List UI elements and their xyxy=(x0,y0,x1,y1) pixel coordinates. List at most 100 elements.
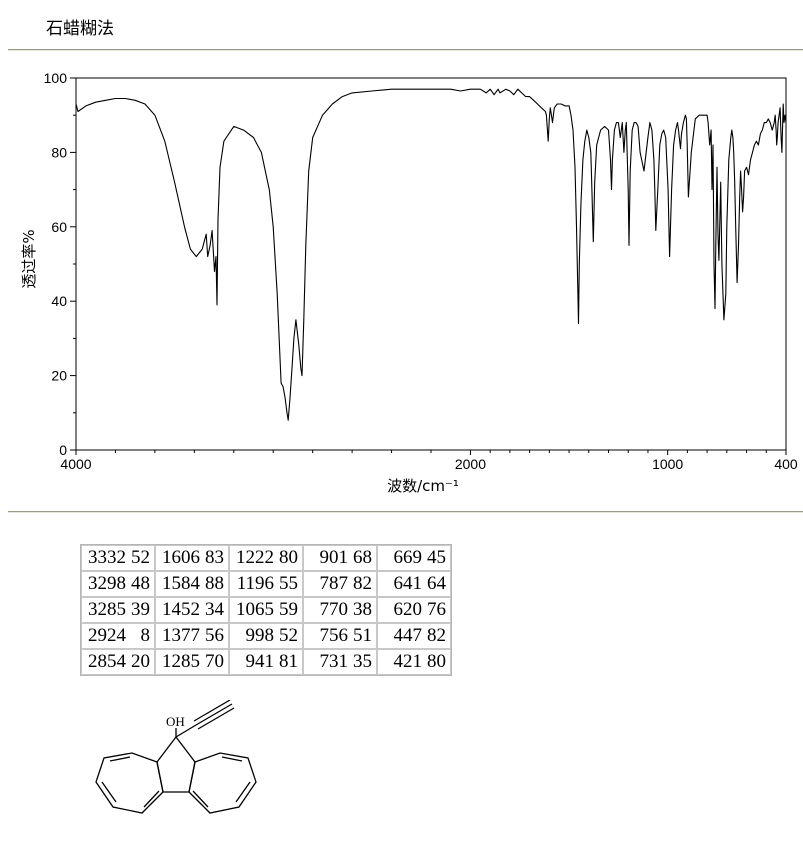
peak-wavenumber: 2924 xyxy=(88,625,126,646)
x-tick-label: 1000 xyxy=(652,456,683,472)
peak-cell: 1222 80 xyxy=(229,545,303,571)
peak-wavenumber: 3298 xyxy=(88,573,126,594)
peak-cell: 1065 59 xyxy=(229,597,303,623)
peak-transmittance: 52 xyxy=(279,625,298,646)
peak-wavenumber: 998 xyxy=(245,625,275,646)
peak-transmittance: 55 xyxy=(279,573,298,594)
peak-wavenumber: 669 xyxy=(393,547,423,568)
peak-transmittance: 8 xyxy=(140,625,151,646)
peak-wavenumber: 1065 xyxy=(236,599,274,620)
peak-table: 3332 52 1606 83 1222 80 901 68 669 45 3298 48 1584 88… xyxy=(80,544,452,676)
peak-wavenumber: 3332 xyxy=(88,547,126,568)
peak-cell: 669 45 xyxy=(377,545,451,571)
peak-wavenumber: 787 xyxy=(319,573,349,594)
peak-row: 2924 8 1377 56 998 52 756 51 447 82 xyxy=(81,623,451,649)
peak-transmittance: 81 xyxy=(279,651,298,672)
divider-middle xyxy=(8,511,803,513)
peak-cell: 447 82 xyxy=(377,623,451,649)
peak-transmittance: 83 xyxy=(205,547,224,568)
peak-transmittance: 68 xyxy=(353,547,372,568)
peak-row: 3298 48 1584 88 1196 55 787 82 641 64 xyxy=(81,571,451,597)
peak-cell: 998 52 xyxy=(229,623,303,649)
peak-cell: 2854 20 xyxy=(81,649,155,675)
peak-transmittance: 38 xyxy=(353,599,372,620)
peak-transmittance: 80 xyxy=(279,547,298,568)
y-tick-label: 40 xyxy=(51,293,67,309)
peak-wavenumber: 770 xyxy=(319,599,349,620)
x-tick-label: 2000 xyxy=(455,456,486,472)
peak-wavenumber: 620 xyxy=(393,599,423,620)
peak-wavenumber: 1285 xyxy=(162,651,200,672)
peak-transmittance: 64 xyxy=(427,573,446,594)
peak-transmittance: 82 xyxy=(353,573,372,594)
molecular-structure: OH xyxy=(95,700,257,814)
peak-wavenumber: 1584 xyxy=(162,573,200,594)
peak-wavenumber: 1222 xyxy=(236,547,274,568)
peak-wavenumber: 447 xyxy=(393,625,423,646)
spectrum-line xyxy=(75,88,787,421)
y-tick-label: 60 xyxy=(51,219,67,235)
peak-wavenumber: 421 xyxy=(393,651,423,672)
plot-frame xyxy=(75,77,787,451)
divider-top xyxy=(8,49,803,51)
peak-wavenumber: 1452 xyxy=(162,599,200,620)
peak-row: 3332 52 1606 83 1222 80 901 68 669 45 xyxy=(81,545,451,571)
peak-transmittance: 20 xyxy=(131,651,150,672)
peak-transmittance: 45 xyxy=(427,547,446,568)
peak-transmittance: 51 xyxy=(353,625,372,646)
y-tick-label: 0 xyxy=(59,442,67,458)
peak-wavenumber: 731 xyxy=(319,651,349,672)
peak-transmittance: 34 xyxy=(205,599,224,620)
peak-transmittance: 56 xyxy=(205,625,224,646)
peak-wavenumber: 901 xyxy=(319,547,349,568)
hydroxyl-label: OH xyxy=(166,714,185,729)
peak-wavenumber: 3285 xyxy=(88,599,126,620)
peak-transmittance: 80 xyxy=(427,651,446,672)
x-axis-label: 波数/cm⁻¹ xyxy=(387,477,459,495)
peak-wavenumber: 1606 xyxy=(162,547,200,568)
peak-cell: 1196 55 xyxy=(229,571,303,597)
peak-wavenumber: 641 xyxy=(393,573,423,594)
y-axis-label: 透过率% xyxy=(20,229,38,288)
peak-cell: 787 82 xyxy=(303,571,377,597)
peak-cell: 1606 83 xyxy=(155,545,229,571)
peak-wavenumber: 1377 xyxy=(162,625,200,646)
peak-cell: 941 81 xyxy=(229,649,303,675)
peak-transmittance: 39 xyxy=(131,599,150,620)
x-tick-label: 4000 xyxy=(60,456,91,472)
peak-cell: 770 38 xyxy=(303,597,377,623)
peak-transmittance: 88 xyxy=(205,573,224,594)
peak-cell: 1377 56 xyxy=(155,623,229,649)
peak-cell: 1452 34 xyxy=(155,597,229,623)
peak-cell: 731 35 xyxy=(303,649,377,675)
peak-transmittance: 76 xyxy=(427,599,446,620)
peak-cell: 3285 39 xyxy=(81,597,155,623)
peak-cell: 620 76 xyxy=(377,597,451,623)
peak-cell: 2924 8 xyxy=(81,623,155,649)
peak-cell: 901 68 xyxy=(303,545,377,571)
peak-cell: 756 51 xyxy=(303,623,377,649)
peak-transmittance: 52 xyxy=(131,547,150,568)
ir-spectrum-chart: 0 20 40 60 80 100 4000 2000 1000 400 波数/cm⁻¹ 透过率% xyxy=(20,70,798,495)
peak-cell: 1285 70 xyxy=(155,649,229,675)
peak-transmittance: 59 xyxy=(279,599,298,620)
x-tick-label: 400 xyxy=(774,456,798,472)
y-tick-label: 20 xyxy=(51,368,67,384)
y-tick-label: 80 xyxy=(51,144,67,160)
peak-transmittance: 82 xyxy=(427,625,446,646)
peak-row: 2854 20 1285 70 941 81 731 35 421 80 xyxy=(81,649,451,675)
method-title: 石蜡糊法 xyxy=(46,19,114,39)
peak-row: 3285 39 1452 34 1065 59 770 38 620 76 xyxy=(81,597,451,623)
peak-cell: 3298 48 xyxy=(81,571,155,597)
peak-transmittance: 48 xyxy=(131,573,150,594)
peak-transmittance: 35 xyxy=(353,651,372,672)
y-tick-label: 100 xyxy=(44,70,68,86)
peak-transmittance: 70 xyxy=(205,651,224,672)
peak-cell: 641 64 xyxy=(377,571,451,597)
peak-wavenumber: 2854 xyxy=(88,651,126,672)
peak-cell: 1584 88 xyxy=(155,571,229,597)
peak-cell: 3332 52 xyxy=(81,545,155,571)
peak-wavenumber: 941 xyxy=(245,651,275,672)
peak-wavenumber: 756 xyxy=(319,625,349,646)
peak-wavenumber: 1196 xyxy=(236,573,274,594)
